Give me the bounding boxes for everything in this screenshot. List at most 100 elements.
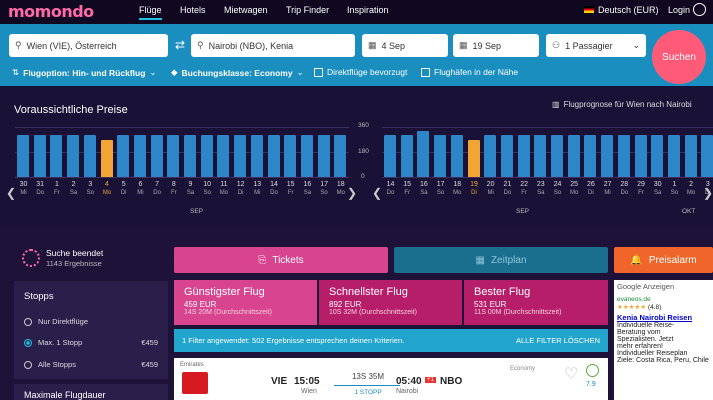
day-label[interactable]: 1 So — [666, 180, 683, 198]
day-label[interactable]: 28 Do — [616, 180, 633, 198]
day-label[interactable]: 1 Fr — [48, 180, 65, 198]
day-label[interactable]: 30 Sa — [649, 180, 666, 198]
checkbox[interactable] — [421, 67, 430, 77]
price-bar[interactable] — [50, 135, 63, 177]
nav-hotels[interactable]: Hotels — [180, 5, 206, 15]
price-bar[interactable] — [634, 135, 647, 177]
price-bar[interactable] — [250, 135, 263, 177]
day-label[interactable]: 16 Sa — [415, 180, 432, 198]
day-label[interactable]: 3 Di — [699, 180, 713, 198]
price-bar[interactable] — [83, 135, 96, 177]
day-label[interactable]: 31 Do — [32, 180, 49, 198]
stops-option-max1[interactable]: Max. 1 Stopp €459 — [24, 338, 158, 347]
forecast-link[interactable]: ▥ Flugprognose für Wien nach Nairobi — [552, 100, 692, 109]
price-bar[interactable] — [17, 135, 29, 177]
price-bar[interactable] — [284, 135, 297, 177]
flight-option[interactable]: ⇅ Flugoption: Hin- und Rückflug ⌄ — [12, 67, 157, 78]
price-bar[interactable] — [667, 135, 680, 177]
depart-date-field[interactable]: ▦ 4 Sep — [362, 34, 448, 57]
price-bar[interactable] — [551, 135, 563, 177]
price-bar[interactable] — [450, 135, 463, 177]
price-bar[interactable] — [617, 135, 630, 177]
nav-mietwagen[interactable]: Mietwagen — [224, 5, 268, 15]
day-label[interactable]: 15 Fr — [282, 180, 299, 198]
price-bar[interactable] — [384, 135, 396, 177]
price-bar[interactable] — [517, 135, 530, 177]
day-label[interactable]: 16 Sa — [299, 180, 316, 198]
search-button[interactable]: Suchen — [652, 30, 706, 84]
day-label[interactable]: 9 Sa — [182, 180, 199, 198]
day-label[interactable]: 20 Mi — [482, 180, 499, 198]
price-alert-button[interactable]: 🔔 Preisalarm — [614, 247, 713, 273]
price-bar[interactable] — [484, 135, 497, 177]
price-bar[interactable] — [601, 135, 614, 177]
nav-inspiration[interactable]: Inspiration — [347, 5, 389, 15]
day-label[interactable]: 29 Fr — [633, 180, 650, 198]
day-label[interactable]: 21 Do — [499, 180, 516, 198]
nav-trip-finder[interactable]: Trip Finder — [286, 5, 330, 15]
day-label[interactable]: 17 So — [316, 180, 333, 198]
day-label[interactable]: 24 So — [549, 180, 566, 198]
day-label[interactable]: 2 Mo — [683, 180, 700, 198]
day-label[interactable]: 10 So — [199, 180, 216, 198]
ad-title[interactable]: Kenia Nairobi Reisen — [617, 313, 693, 322]
heart-icon[interactable]: ♡ — [564, 366, 579, 383]
day-label[interactable]: 8 Fr — [165, 180, 182, 198]
card-cheapest[interactable]: Günstigster Flug 459 EUR 14S 20M (Durchsch… — [174, 280, 317, 325]
class-option[interactable]: ◆ Buchungsklasse: Economy ⌄ — [171, 67, 304, 78]
destination-field[interactable]: ⚲ Nairobi (NBO), Kenia — [191, 34, 355, 57]
user-icon[interactable] — [693, 3, 706, 16]
nearby-checkbox[interactable]: Flughäfen in der Nähe — [421, 67, 518, 77]
price-bar[interactable] — [317, 135, 330, 177]
day-label[interactable]: 3 So — [82, 180, 99, 198]
day-label[interactable]: 26 Di — [582, 180, 599, 198]
price-bar[interactable] — [67, 135, 80, 177]
price-bar[interactable] — [184, 135, 196, 177]
chevron-left-icon[interactable]: ❮ — [372, 186, 383, 200]
day-label[interactable]: 7 Do — [149, 180, 166, 198]
passenger-field[interactable]: ⚇ 1 Passagier ⌄ — [546, 34, 646, 57]
origin-field[interactable]: ⚲ Wien (VIE), Österreich — [9, 34, 168, 57]
day-label[interactable]: 6 Mi — [132, 180, 149, 198]
price-bar[interactable] — [534, 135, 547, 177]
radio[interactable] — [24, 360, 32, 369]
day-label[interactable]: 22 Fr — [516, 180, 533, 198]
ad-domain[interactable]: evaneos.de — [617, 296, 651, 303]
price-bar[interactable] — [334, 135, 347, 177]
day-label[interactable]: 30 Mi — [15, 180, 32, 198]
radio[interactable] — [24, 338, 32, 347]
day-label[interactable]: 18 Mo — [332, 180, 349, 198]
price-bar[interactable] — [400, 135, 413, 177]
price-bar[interactable] — [584, 135, 597, 177]
price-bar[interactable] — [300, 135, 313, 177]
chevron-left-icon[interactable]: ❮ — [6, 186, 17, 200]
nav-fluege[interactable]: Flüge — [139, 5, 162, 20]
price-bar[interactable] — [150, 135, 163, 177]
return-date-field[interactable]: ▦ 19 Sep — [453, 34, 539, 57]
day-label[interactable]: 14 Do — [382, 180, 399, 198]
stops-option-all[interactable]: Alle Stopps €459 — [24, 360, 158, 369]
logo[interactable]: momondo — [8, 2, 94, 21]
day-label[interactable]: 5 Di — [115, 180, 132, 198]
card-fastest[interactable]: Schnellster Flug 892 EUR 10S 32M (Durchsch… — [319, 280, 462, 325]
clear-filters-link[interactable]: ALLE FILTER LÖSCHEN — [515, 336, 600, 345]
day-label[interactable]: 12 Di — [232, 180, 249, 198]
price-bar[interactable] — [217, 135, 230, 177]
result-row[interactable]: Emirates VIE 15:05 Wien 13S 35M 1 STOPP … — [174, 358, 608, 400]
day-label[interactable]: 17 So — [432, 180, 449, 198]
day-label[interactable]: 19 Di — [466, 180, 483, 198]
price-bar[interactable] — [167, 135, 180, 177]
price-bar[interactable] — [651, 135, 664, 177]
price-bar[interactable] — [234, 135, 247, 177]
tab-zeitplan[interactable]: ▦ Zeitplan — [394, 247, 608, 273]
radio[interactable] — [24, 317, 32, 326]
price-bar[interactable] — [100, 139, 113, 177]
price-bar[interactable] — [500, 135, 513, 177]
day-label[interactable]: 25 Mo — [566, 180, 583, 198]
price-bar[interactable] — [267, 135, 280, 177]
price-bar[interactable] — [684, 135, 697, 177]
price-bar[interactable] — [133, 135, 146, 177]
language-selector[interactable]: Deutsch (EUR) — [598, 5, 659, 15]
direct-checkbox[interactable]: Direktflüge bevorzugt — [314, 67, 407, 77]
price-bar[interactable] — [701, 135, 713, 177]
